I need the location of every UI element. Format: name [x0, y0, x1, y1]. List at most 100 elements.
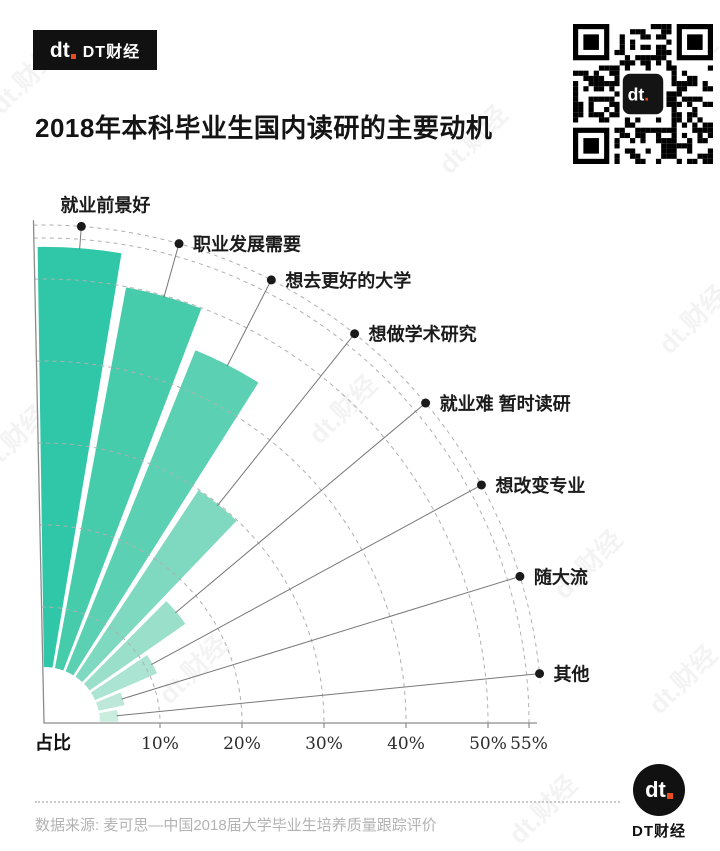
qr-module [630, 44, 636, 50]
qr-module [687, 143, 693, 149]
qr-module [640, 29, 646, 35]
qr-module [697, 96, 703, 102]
qr-module [624, 65, 631, 71]
qr-module [697, 117, 703, 123]
qr-module [573, 70, 579, 76]
qr-code: dt. [573, 24, 713, 164]
qr-module [583, 34, 599, 50]
grid-arc [38, 442, 325, 724]
qr-module [624, 117, 631, 123]
qr-module [614, 70, 620, 76]
label-dot [174, 239, 184, 249]
axis-tick-label: 30% [305, 734, 343, 754]
qr-module [635, 158, 641, 164]
qr-module [635, 153, 641, 159]
qr-module [588, 75, 594, 82]
qr-module [614, 49, 620, 56]
qr-module [687, 34, 703, 50]
dt-header-logo: dt DT财经 [33, 30, 157, 70]
brand-name: DT财经 [632, 823, 686, 840]
qr-module [645, 127, 651, 133]
qr-module [635, 132, 641, 139]
qr-module [609, 70, 615, 76]
qr-module [609, 101, 615, 107]
qr-module [702, 158, 708, 164]
qr-module [614, 101, 620, 107]
qr-module [645, 65, 651, 71]
qr-module [676, 81, 682, 87]
qr-module [598, 65, 605, 71]
qr-module [593, 81, 599, 87]
qr-module [692, 127, 698, 133]
qr-module [598, 117, 605, 123]
qr-module [619, 60, 625, 66]
axis-tick-label: 40% [387, 734, 425, 754]
qr-module [692, 81, 698, 87]
qr-module [619, 132, 625, 139]
qr-module [624, 60, 631, 66]
qr-module [635, 29, 641, 35]
axis-tick-label: 55% [510, 734, 548, 754]
qr-module [598, 81, 605, 87]
qr-module [661, 127, 667, 133]
qr-module [573, 96, 579, 102]
qr-module [692, 75, 698, 82]
qr-module [707, 158, 713, 164]
qr-module [681, 96, 688, 102]
axis-title: 占比 [35, 732, 71, 754]
qr-module [640, 34, 646, 40]
qr-module [671, 138, 677, 144]
grid-arc [41, 606, 161, 724]
qr-module [671, 132, 677, 139]
qr-module [588, 112, 594, 118]
qr-module [604, 65, 610, 71]
label-dot [76, 221, 86, 231]
qr-module [666, 65, 672, 71]
dt-footer-logo-circle: dt [633, 764, 685, 816]
qr-module [640, 60, 646, 66]
qr-module [604, 117, 610, 123]
qr-module [692, 158, 698, 164]
qr-module [692, 122, 698, 128]
qr-module [666, 96, 672, 102]
qr-module [671, 65, 677, 71]
qr-module [583, 138, 599, 154]
qr-module [630, 148, 636, 154]
qr-module [614, 91, 620, 97]
qr-module [702, 127, 708, 133]
qr-module [593, 86, 599, 92]
qr-module [681, 143, 688, 149]
qr-module [697, 153, 703, 159]
qr-module [573, 106, 579, 113]
qr-module [619, 127, 625, 133]
qr-module [573, 91, 579, 97]
qr-module [573, 81, 579, 87]
qr-module [687, 158, 693, 164]
qr-module [630, 122, 636, 128]
qr-module [655, 127, 662, 133]
qr-module [640, 44, 646, 50]
qr-module [588, 96, 594, 102]
qr-module [614, 143, 620, 149]
qr-module [655, 138, 662, 144]
qr-module [687, 96, 693, 102]
grid-arc [34, 278, 489, 724]
qr-module [614, 158, 620, 164]
qr-module [666, 143, 672, 149]
qr-module [666, 24, 672, 30]
qr-module [671, 106, 677, 113]
qr-module [614, 81, 620, 87]
qr-module [661, 143, 667, 149]
qr-module [609, 65, 615, 71]
dt-logo-text: dt [49, 38, 70, 62]
qr-module [671, 112, 677, 118]
grid-arc [33, 237, 530, 724]
qr-module [655, 117, 662, 123]
qr-module [624, 55, 631, 61]
qr-module [666, 60, 672, 66]
qr-module [671, 127, 677, 133]
qr-module [609, 96, 615, 102]
qr-module [619, 34, 625, 40]
category-label: 随大流 [534, 566, 588, 587]
